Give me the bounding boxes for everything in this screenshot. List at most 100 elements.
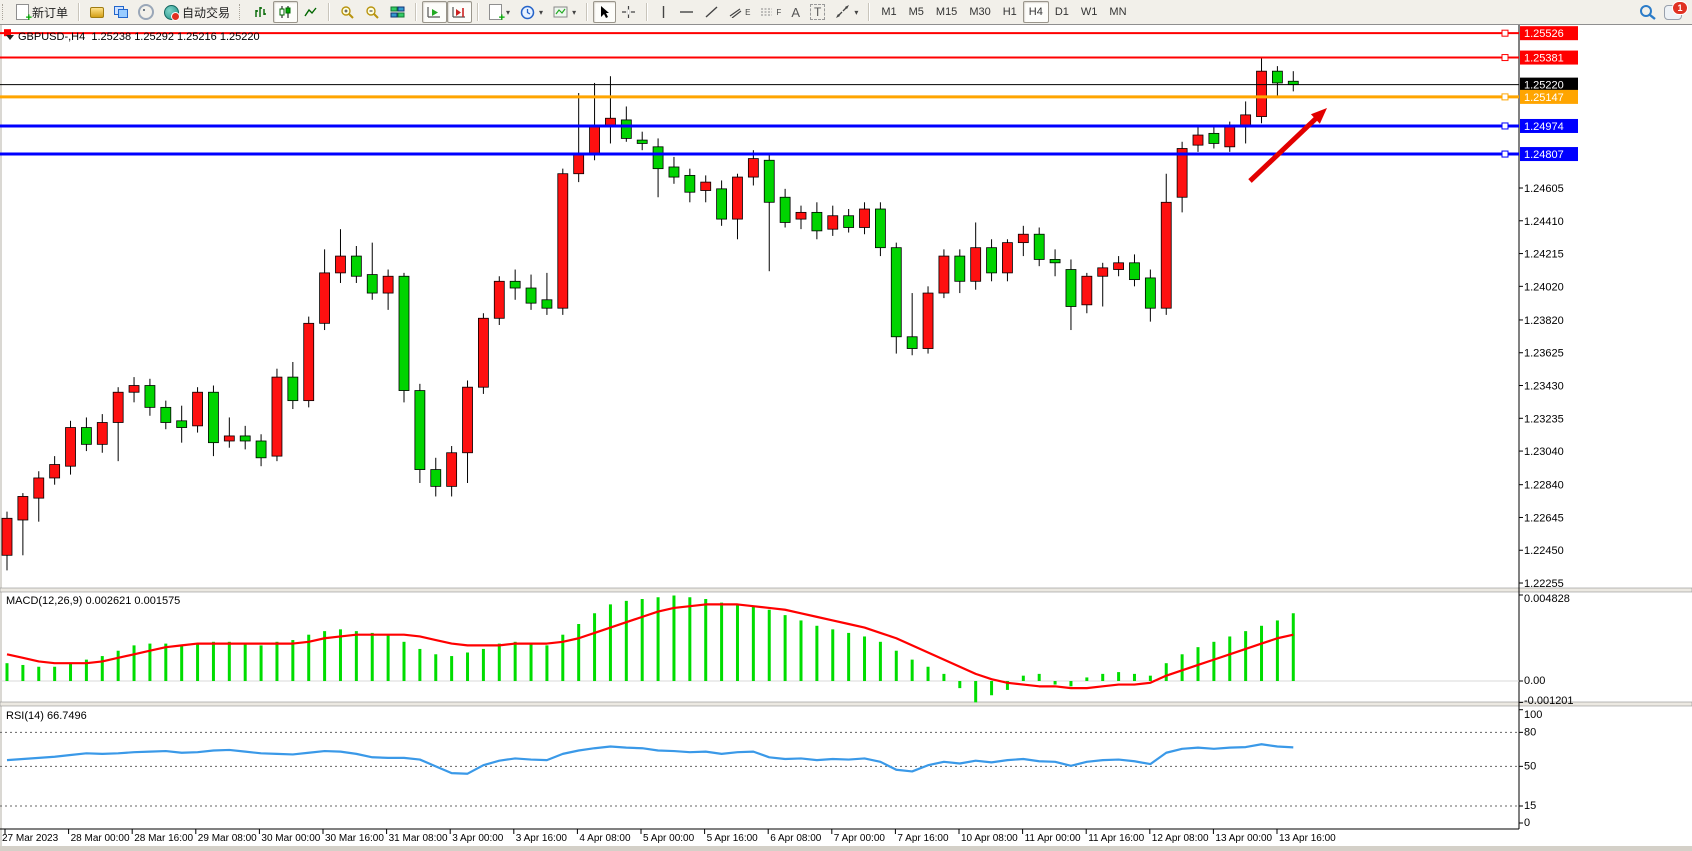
price-axis-label: 1.24410	[1524, 216, 1564, 228]
candle-body	[223, 435, 235, 442]
line-handle[interactable]	[1501, 122, 1509, 130]
horizontal-line-button[interactable]	[674, 1, 699, 23]
vertical-line-button[interactable]	[653, 1, 674, 23]
line-anchor[interactable]	[4, 29, 11, 37]
candle-body	[33, 477, 45, 499]
price-tag	[1520, 50, 1578, 65]
timeframe-h1[interactable]: H1	[1002, 6, 1017, 18]
timeframe-d1[interactable]: D1	[1054, 6, 1069, 18]
auto-scroll-button[interactable]	[422, 1, 448, 23]
line-handle[interactable]	[1501, 29, 1509, 37]
vertical-line-icon	[662, 6, 665, 18]
candle-body	[81, 427, 92, 445]
timeframe-mn[interactable]: MN	[1109, 6, 1127, 18]
price-tag	[1520, 89, 1578, 104]
candlestick-chart-button[interactable]	[273, 1, 299, 23]
chart-shift-button[interactable]	[447, 1, 473, 23]
candle-body	[700, 181, 712, 191]
indicators-button[interactable]: + ▾	[484, 1, 515, 24]
candle-body	[239, 435, 251, 442]
cursor-button[interactable]	[593, 1, 617, 23]
timeframe-m5[interactable]: M5	[908, 6, 924, 18]
rsi-axis-label: 15	[1524, 800, 1536, 812]
price-tag-label: 1.25147	[1524, 92, 1564, 104]
candle-body	[160, 406, 172, 423]
macd-values: 0.002621 0.001575	[85, 595, 181, 607]
arrows-button[interactable]: ▾	[830, 1, 863, 23]
toolbar: + 新订单 自动交易	[0, 0, 1692, 25]
line-handle[interactable]	[1501, 150, 1509, 158]
tile-windows-button[interactable]	[385, 1, 410, 23]
candle-body	[938, 255, 950, 294]
text-label-button[interactable]: T	[805, 1, 830, 23]
timeframe-m1[interactable]: M1	[881, 6, 897, 18]
candle-body	[65, 427, 76, 467]
candle-body	[906, 336, 918, 349]
candle-body	[398, 275, 410, 391]
timeframe-group: M1 M5 M15 M30 H1 H4 D1 W1 MN	[873, 0, 1134, 24]
candle-body	[573, 153, 585, 175]
candle-body	[557, 173, 569, 309]
symbol-dropdown-icon[interactable]	[6, 34, 14, 40]
line-handle[interactable]	[1501, 93, 1509, 101]
price-tag-label: 1.24974	[1524, 121, 1564, 133]
crosshair-button[interactable]	[616, 1, 641, 23]
trendline-button[interactable]	[699, 1, 724, 23]
rsi-label: RSI(14) 66.7496	[6, 710, 87, 722]
time-axis-label: 30 Mar 00:00	[261, 833, 320, 844]
search-icon[interactable]	[1639, 4, 1656, 20]
tile-windows-icon	[390, 6, 405, 18]
timeframe-m15[interactable]: M15	[935, 6, 958, 18]
notifications-button[interactable]: 1	[1664, 0, 1688, 20]
timeframe-m30[interactable]: M30	[969, 6, 991, 18]
time-axis-label: 5 Apr 16:00	[707, 833, 759, 844]
candle-body	[493, 280, 505, 319]
candle-body	[208, 391, 219, 444]
templates-button[interactable]: ▾	[548, 1, 581, 23]
panel-separator-rsi[interactable]	[0, 701, 1692, 707]
bar-chart-button[interactable]	[248, 1, 273, 23]
panel-separator-macd[interactable]	[0, 587, 1692, 593]
auto-trading-button[interactable]: 自动交易	[159, 1, 235, 23]
chart-window: 1.24605 1.24410 1.24215 1.24020 1.23820 1.236…	[0, 24, 1692, 851]
market-watch-button[interactable]	[85, 1, 109, 23]
auto-scroll-icon	[427, 7, 441, 18]
zoom-in-button[interactable]	[335, 1, 360, 23]
chart-title: GBPUSD-,H4 1.25238 1.25292 1.25216 1.252…	[6, 31, 260, 43]
candle-body	[96, 422, 108, 445]
timeframe-h4[interactable]: H4	[1022, 1, 1049, 23]
macd-signal-line	[6, 603, 1294, 690]
zoom-in-icon	[341, 6, 354, 19]
candle-body	[1081, 275, 1093, 306]
price-tag	[1520, 26, 1578, 41]
chart-background	[0, 25, 1692, 851]
cursor-icon	[601, 6, 610, 18]
time-axis-label: 27 Mar 2023	[2, 833, 59, 844]
time-axis-label: 3 Apr 00:00	[452, 833, 504, 844]
line-chart-button[interactable]	[298, 1, 323, 23]
terminals-button[interactable]	[109, 1, 133, 23]
channel-button[interactable]: E	[724, 1, 755, 23]
trend-arrow[interactable]	[1248, 112, 1323, 183]
new-order-button[interactable]: + 新订单	[11, 1, 73, 24]
fibo-letter: F	[776, 7, 782, 17]
fibonacci-button[interactable]: F	[755, 1, 786, 23]
line-handle[interactable]	[1501, 54, 1509, 62]
crosshair-icon	[622, 6, 636, 18]
candle-body	[795, 211, 807, 220]
price-tag-label: 1.25381	[1524, 53, 1564, 65]
candle-body	[128, 385, 140, 393]
time-axis-label: 29 Mar 08:00	[198, 833, 257, 844]
macd-axis-label: 0.004828	[1524, 593, 1570, 605]
trendline-icon	[705, 6, 718, 18]
price-chart[interactable]: 1.24605 1.24410 1.24215 1.24020 1.23820 1.236…	[0, 25, 1692, 851]
periods-button[interactable]: ▾	[515, 1, 548, 23]
price-axis-label: 1.24020	[1524, 281, 1564, 293]
signals-button[interactable]	[133, 1, 159, 23]
zoom-out-button[interactable]	[360, 1, 385, 23]
text-button[interactable]: A	[786, 1, 805, 23]
candle-body	[271, 376, 283, 457]
candle-body	[970, 247, 982, 282]
timeframe-w1[interactable]: W1	[1080, 6, 1098, 18]
